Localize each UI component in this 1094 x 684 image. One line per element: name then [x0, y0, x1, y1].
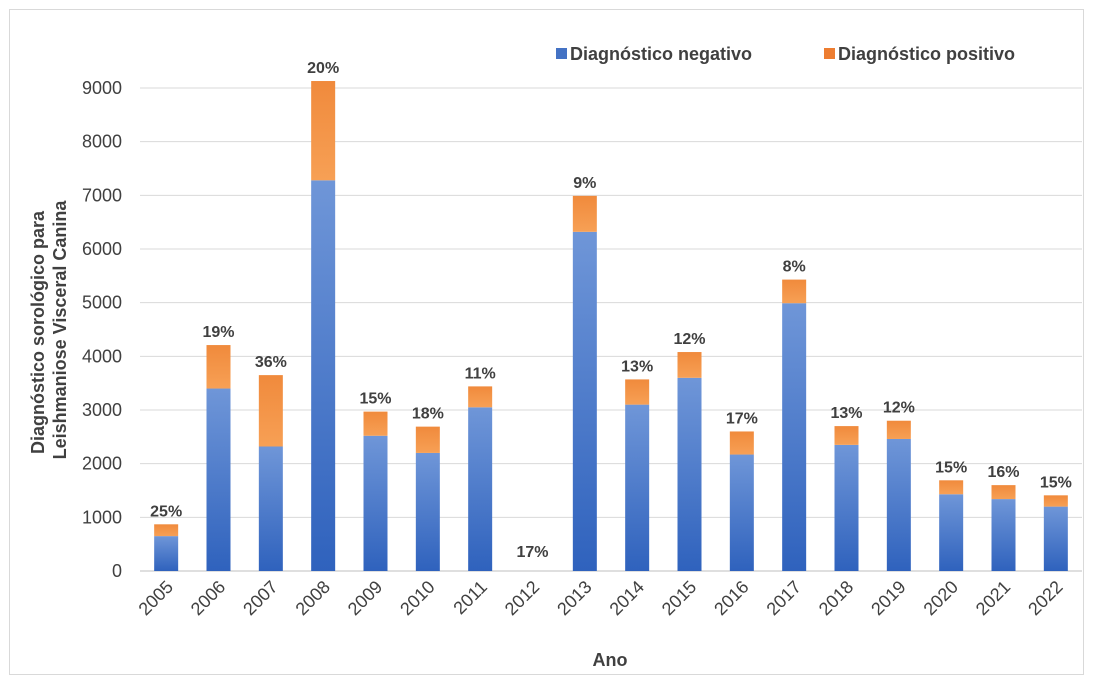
data-label-2020: 15% [935, 459, 967, 476]
bar-positivo-2018 [834, 426, 859, 445]
legend-label-negativo: Diagnóstico negativo [570, 44, 752, 64]
data-label-2007: 36% [255, 354, 287, 371]
bar-positivo-2010 [415, 426, 440, 453]
bar-positivo-2019 [886, 420, 911, 439]
data-label-2015: 12% [673, 331, 705, 348]
y-tick-label: 7000 [82, 185, 122, 205]
bar-negativo-2008 [311, 180, 336, 571]
x-tick-label-2022: 2022 [1024, 577, 1066, 619]
bar-positivo-2014 [625, 379, 650, 405]
bar-negativo-2015 [677, 377, 702, 571]
x-axis-ticks: 2005 2006 2007 2008 2009 2010 2011 2012 2013 2014… [135, 577, 1067, 619]
bar-negativo-2021 [991, 499, 1016, 571]
y-axis-title: Diagnóstico sorológico para Leishmaniose… [28, 200, 70, 460]
bar-positivo-2005 [154, 524, 179, 537]
x-tick-label-2016: 2016 [710, 577, 752, 619]
data-label-2021: 16% [987, 464, 1019, 481]
bars [154, 81, 1068, 571]
data-label-2009: 15% [359, 391, 391, 408]
x-tick-label-2006: 2006 [187, 577, 229, 619]
legend-swatch-negativo [556, 48, 567, 59]
bar-positivo-2015 [677, 352, 702, 378]
y-tick-label: 5000 [82, 293, 122, 313]
x-tick-label-2008: 2008 [292, 577, 334, 619]
y-tick-label: 9000 [82, 78, 122, 98]
data-label-2013: 9% [573, 175, 596, 192]
bar-negativo-2010 [415, 452, 440, 571]
y-tick-label: 8000 [82, 132, 122, 152]
x-axis-title: Ano [593, 650, 628, 670]
bar-negativo-2020 [939, 494, 964, 571]
x-tick-label-2007: 2007 [239, 577, 281, 619]
data-label-2022: 15% [1040, 474, 1072, 491]
data-label-2005: 25% [150, 503, 182, 520]
x-tick-label-2014: 2014 [606, 577, 648, 619]
legend-swatch-positivo [824, 48, 835, 59]
y-axis-ticks: 0 1000 2000 3000 4000 5000 6000 7000 8000 9000 [82, 78, 122, 581]
bar-positivo-2007 [258, 375, 283, 447]
bar-negativo-2013 [572, 231, 597, 571]
gridlines [140, 87, 1082, 572]
y-tick-label: 6000 [82, 239, 122, 259]
data-label-2011: 11% [465, 365, 496, 382]
legend-label-positivo: Diagnóstico positivo [838, 44, 1015, 64]
x-tick-label-2020: 2020 [920, 577, 962, 619]
bar-negativo-2016 [729, 454, 754, 571]
x-tick-label-2021: 2021 [972, 577, 1014, 619]
y-axis-title-line-2: Leishmaniose Visceral Canina [50, 200, 70, 460]
bar-positivo-2017 [782, 279, 807, 304]
bar-positivo-2008 [311, 81, 336, 181]
x-tick-label-2013: 2013 [553, 577, 595, 619]
bar-negativo-2019 [886, 438, 911, 571]
data-label-2008: 20% [307, 60, 339, 77]
bar-negativo-2009 [363, 435, 388, 571]
y-tick-label: 4000 [82, 346, 122, 366]
x-tick-label-2019: 2019 [867, 577, 909, 619]
bar-negativo-2007 [258, 446, 283, 571]
data-label-2006: 19% [202, 324, 234, 341]
data-label-2019: 12% [883, 400, 915, 417]
bar-positivo-2016 [729, 431, 754, 455]
bar-positivo-2013 [572, 195, 597, 232]
bar-negativo-2018 [834, 444, 859, 571]
bar-positivo-2009 [363, 411, 388, 436]
x-tick-label-2015: 2015 [658, 577, 700, 619]
x-tick-label-2012: 2012 [501, 577, 543, 619]
bar-negativo-2014 [625, 404, 650, 571]
y-axis-title-line-1: Diagnóstico sorológico para [28, 210, 48, 454]
data-label-2018: 13% [830, 405, 862, 422]
y-tick-label: 2000 [82, 454, 122, 474]
y-tick-label: 3000 [82, 400, 122, 420]
data-label-2012: 17% [516, 544, 548, 561]
bar-positivo-2022 [1043, 495, 1068, 507]
bar-positivo-2006 [206, 345, 231, 389]
data-label-2010: 18% [412, 406, 444, 423]
bar-negativo-2006 [206, 388, 231, 571]
data-label-2014: 13% [621, 358, 653, 375]
legend: Diagnóstico negativo Diagnóstico positiv… [556, 44, 1015, 64]
data-labels: 25% 19% 36% 20% 15% 18% 11% 17% 9% 13% 12% 17% 8% 13%… [150, 60, 1072, 561]
x-tick-label-2005: 2005 [135, 577, 177, 619]
data-label-2017: 8% [783, 259, 806, 276]
x-tick-label-2009: 2009 [344, 577, 386, 619]
y-tick-label: 0 [112, 561, 122, 581]
bar-positivo-2020 [939, 480, 964, 495]
x-tick-label-2017: 2017 [763, 577, 805, 619]
x-tick-label-2018: 2018 [815, 577, 857, 619]
data-label-2016: 17% [726, 410, 758, 427]
y-tick-label: 1000 [82, 507, 122, 527]
x-tick-label-2011: 2011 [449, 577, 491, 619]
bar-negativo-2005 [154, 536, 179, 571]
bar-negativo-2017 [782, 303, 807, 571]
bar-negativo-2011 [468, 407, 493, 571]
bar-positivo-2021 [991, 485, 1016, 500]
bar-negativo-2022 [1043, 506, 1068, 571]
bar-positivo-2011 [468, 386, 493, 408]
x-tick-label-2010: 2010 [396, 577, 438, 619]
